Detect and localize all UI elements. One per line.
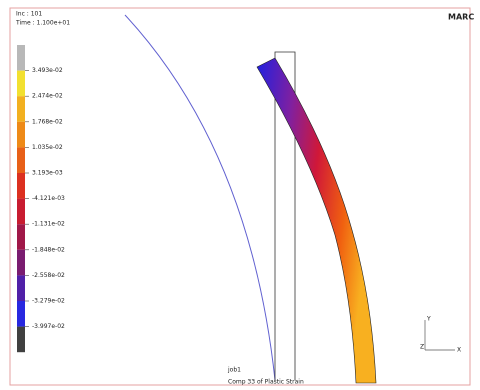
legend-swatch [17,122,25,148]
legend-swatch [17,147,25,173]
caption: Comp 33 of Plastic Strain [228,379,304,386]
legend-swatch [17,224,25,250]
legend-label: 1.035e-02 [32,144,63,151]
time: Time : 1.100e+01 [15,20,70,27]
increment: Inc : 101 [16,11,42,18]
job-name: job1 [227,367,241,374]
arc [125,15,275,380]
logo: MARC [448,13,474,22]
legend-swatch [17,71,25,97]
axis-y: Y [426,316,431,323]
legend-swatch [17,327,25,353]
axis-x: X [457,347,461,354]
legend-label: -3.279e-02 [32,298,65,305]
legend-swatch [17,275,25,301]
legend: 3.493e-02 2.474e-02 1.768e-02 1.035e-02 3.19… [17,45,65,352]
legend-label: 3.493e-02 [32,67,63,74]
frame [10,8,470,385]
legend-label: 3.193e-03 [32,170,63,177]
legend-label: 2.474e-02 [32,93,63,100]
legend-swatch [17,250,25,276]
legend-label: -4.121e-03 [32,195,65,202]
legend-swatch [17,96,25,122]
viewport: Inc : 101 Time : 1.100e+01 MARC 3.493e-0… [0,0,480,390]
axis-z: Z [420,344,424,351]
legend-label: -3.997e-02 [32,323,65,330]
legend-swatch [17,301,25,327]
axis-triad: Y Z X [420,316,461,354]
legend-label: 1.768e-02 [32,118,63,125]
legend-swatch [17,199,25,225]
legend-swatch [17,45,25,71]
legend-swatch [17,173,25,199]
legend-label: -1.848e-02 [32,246,65,253]
legend-label: -2.558e-02 [32,272,65,279]
legend-label: -1.131e-02 [32,221,65,228]
